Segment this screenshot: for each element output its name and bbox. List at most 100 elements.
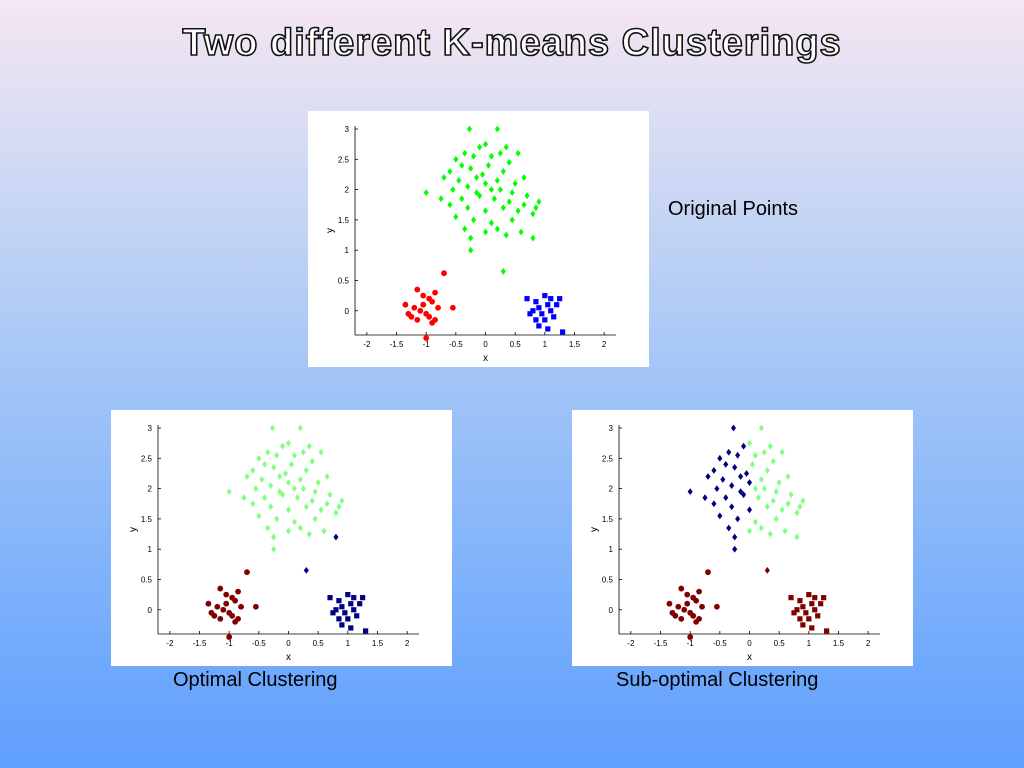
data-point-diamond — [746, 527, 753, 535]
data-point-diamond — [280, 491, 286, 499]
data-point-square — [354, 613, 360, 619]
data-point-square — [806, 592, 812, 598]
data-point-diamond — [447, 168, 453, 175]
original-points-chart: -2 -1.5 -1 -0.5 0 0.5 1 1.5 2 0 0.5 1 1.5 2 2.5 3 x y — [325, 125, 616, 364]
y-tick-label: 1 — [148, 545, 153, 554]
data-point-square — [806, 616, 812, 622]
y-tick-label: 1.5 — [602, 515, 614, 524]
data-point-diamond — [282, 470, 289, 477]
data-point-diamond — [732, 533, 738, 541]
data-point-diamond — [485, 161, 492, 169]
y-tick-label: 2 — [148, 485, 153, 494]
data-point-diamond — [782, 527, 788, 535]
data-point-diamond — [755, 494, 761, 502]
data-point-diamond — [749, 460, 756, 468]
data-point-diamond — [500, 204, 506, 212]
data-point-circle — [690, 612, 697, 619]
data-point-circle — [220, 606, 227, 613]
data-point-diamond — [521, 174, 527, 181]
data-point-diamond — [494, 225, 500, 233]
data-point-square — [557, 296, 563, 302]
x-tick-label: 0.5 — [313, 639, 325, 648]
data-point-circle — [417, 307, 424, 314]
data-point-square — [821, 595, 827, 601]
y-tick-label: 3 — [148, 424, 153, 433]
data-point-diamond — [711, 467, 717, 474]
data-point-diamond — [306, 442, 312, 450]
data-point-circle — [226, 634, 233, 640]
x-tick-label: -1 — [226, 639, 234, 648]
data-point-diamond — [767, 442, 773, 450]
data-point-square — [336, 616, 342, 622]
data-point-diamond — [459, 161, 465, 169]
y-tick-label: 2 — [609, 485, 614, 494]
data-point-square — [812, 607, 818, 613]
data-point-diamond — [758, 424, 764, 432]
data-point-diamond — [732, 545, 738, 553]
data-point-diamond — [518, 228, 524, 236]
data-point-diamond — [530, 210, 536, 218]
y-tick-label: 3 — [345, 125, 350, 134]
data-point-diamond — [738, 488, 744, 496]
data-point-square — [551, 314, 557, 320]
x-axis-label: x — [747, 652, 752, 663]
y-tick-label: 1.5 — [141, 515, 153, 524]
data-point-diamond — [500, 168, 506, 175]
data-point-diamond — [303, 503, 309, 511]
data-point-square — [800, 604, 806, 610]
data-point-diamond — [468, 165, 474, 172]
x-tick-label: -1.5 — [654, 639, 668, 648]
data-point-square — [330, 610, 336, 616]
data-point-diamond — [468, 246, 474, 254]
data-point-diamond — [312, 488, 318, 496]
data-point-diamond — [723, 494, 729, 502]
data-point-diamond — [271, 533, 277, 541]
x-tick-label: 1 — [807, 639, 812, 648]
data-point-circle — [678, 615, 685, 622]
data-point-diamond — [735, 515, 741, 523]
data-point-diamond — [468, 234, 474, 242]
y-axis-label: y — [589, 527, 600, 532]
data-point-diamond — [423, 189, 429, 197]
data-point-square — [803, 610, 809, 616]
y-tick-label: 2.5 — [141, 454, 153, 463]
y-tick-label: 0 — [609, 606, 614, 615]
data-point-circle — [441, 270, 447, 277]
data-point-diamond — [711, 500, 717, 508]
data-point-diamond — [465, 204, 471, 212]
x-tick-label: -2 — [363, 340, 371, 349]
data-point-circle — [411, 304, 418, 311]
data-point-diamond — [503, 143, 509, 151]
data-point-diamond — [794, 533, 800, 541]
data-point-square — [333, 607, 339, 613]
data-point-circle — [402, 301, 409, 308]
data-point-diamond — [324, 500, 330, 508]
data-point-circle — [414, 286, 421, 293]
data-point-diamond — [482, 180, 489, 187]
x-tick-label: 1 — [346, 639, 351, 648]
data-point-diamond — [720, 476, 726, 483]
data-point-square — [345, 592, 351, 598]
data-point-square — [530, 308, 536, 314]
data-point-diamond — [524, 192, 530, 200]
data-point-diamond — [714, 485, 720, 493]
data-point-diamond — [297, 424, 303, 432]
data-point-circle — [229, 612, 236, 619]
data-point-diamond — [506, 198, 512, 206]
data-point-diamond — [265, 524, 271, 532]
data-point-diamond — [474, 189, 480, 197]
data-point-circle — [420, 301, 427, 308]
data-point-diamond — [285, 506, 292, 514]
data-point-diamond — [250, 500, 256, 508]
data-point-diamond — [512, 180, 518, 187]
data-point-diamond — [764, 503, 770, 511]
data-point-circle — [675, 603, 682, 610]
data-point-diamond — [773, 488, 779, 496]
y-tick-label: 0.5 — [602, 575, 614, 584]
data-point-circle — [214, 603, 221, 610]
x-tick-label: -0.5 — [449, 340, 463, 349]
data-point-circle — [696, 588, 702, 595]
y-axis-label: y — [128, 527, 139, 532]
data-point-diamond — [271, 464, 277, 471]
data-point-diamond — [327, 491, 333, 499]
